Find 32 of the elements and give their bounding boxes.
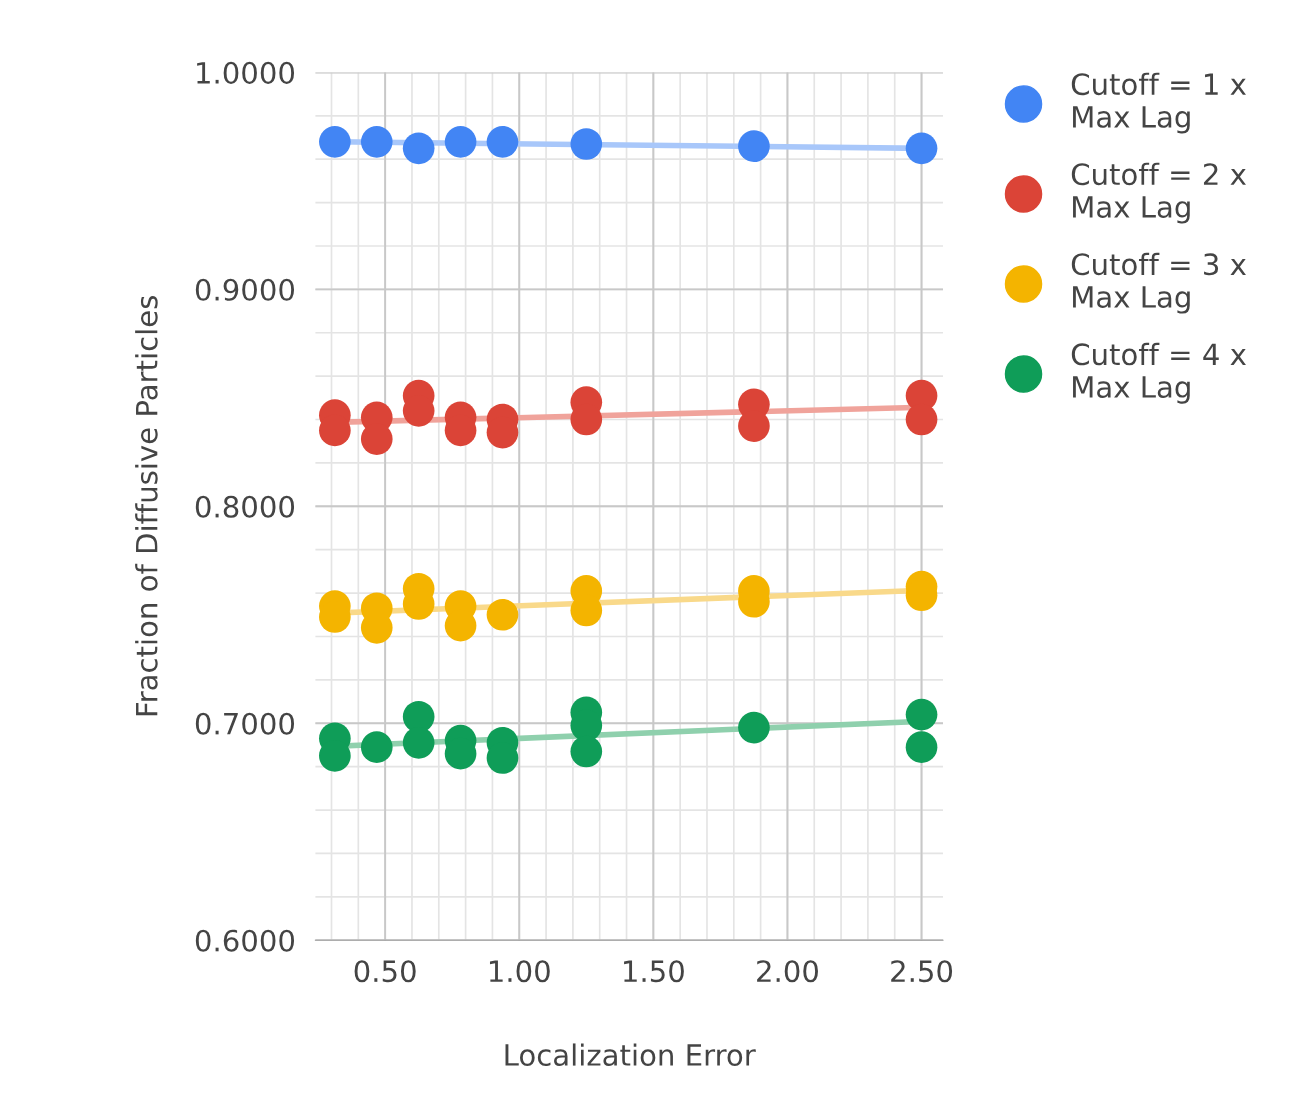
point [444, 126, 477, 158]
x-tick-label: 0.50 [354, 960, 416, 983]
y-tick-label: 0.9000 [195, 278, 295, 301]
legend-label: Cutoff = 3 x Max Lag [1071, 252, 1246, 314]
point [570, 735, 603, 768]
point [486, 126, 519, 158]
legend-label: Cutoff = 2 x Max Lag [1071, 162, 1246, 224]
x-tick-label: 2.00 [757, 960, 818, 983]
point [402, 132, 435, 165]
point [738, 711, 770, 744]
legend-label: Cutoff = 4 x Max Lag [1071, 342, 1246, 404]
y-tick-label: 0.8000 [195, 495, 295, 518]
x-tick-label: 1.00 [489, 960, 550, 983]
y-tick-label: 1.0000 [197, 61, 295, 84]
point [570, 128, 603, 160]
y-tick-label: 0.7000 [195, 712, 295, 735]
x-tick-label: 2.50 [891, 960, 953, 983]
point [360, 126, 393, 158]
point [319, 126, 351, 158]
x-tick-label: 1.50 [624, 960, 684, 983]
point [905, 132, 938, 165]
point [905, 698, 938, 731]
point [360, 731, 393, 763]
legend-label: Cutoff = 1 x Max Lag [1071, 72, 1246, 134]
point [905, 731, 938, 763]
point [402, 700, 435, 733]
x-axis-title: Localization Error [505, 1043, 756, 1067]
point [402, 726, 435, 759]
point [738, 130, 770, 163]
point [486, 598, 519, 631]
y-tick-label: 0.6000 [195, 929, 295, 952]
y-axis-title: Fraction of Diffusive Particles [135, 296, 158, 716]
